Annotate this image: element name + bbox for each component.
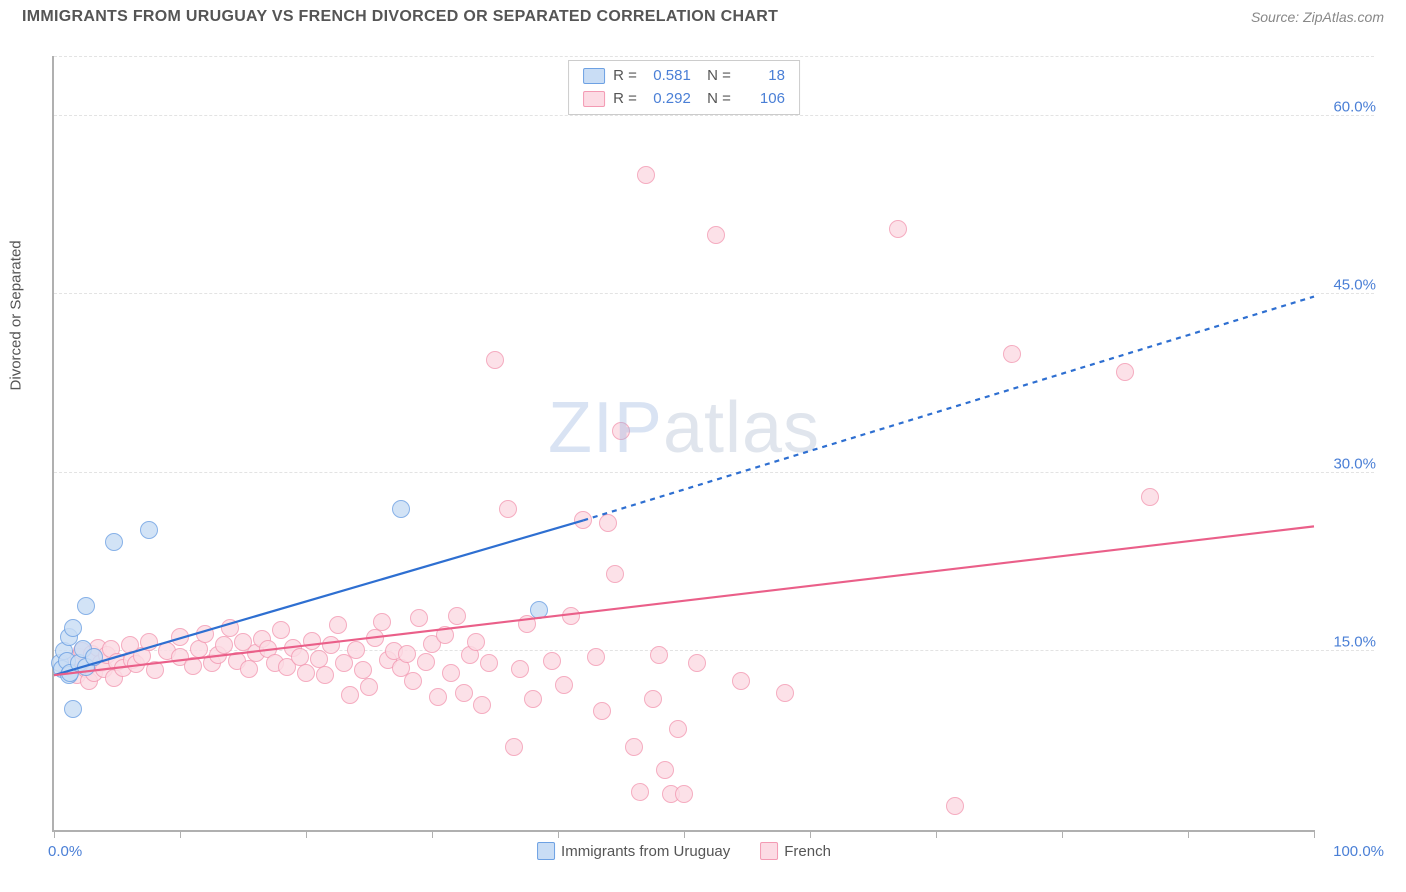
chart-container: Divorced or Separated R = 0.581 N = 18 R… [22, 40, 1384, 874]
x-tick [1062, 830, 1063, 838]
y-tick-label: 30.0% [1333, 455, 1376, 472]
plot-area: R = 0.581 N = 18 R = 0.292 N = 106 ZIPat… [52, 56, 1314, 832]
correlation-legend: R = 0.581 N = 18 R = 0.292 N = 106 [568, 60, 800, 115]
trend-lines [54, 56, 1314, 830]
legend-item-french: French [760, 842, 831, 860]
swatch-uruguay-icon [583, 68, 605, 84]
x-tick [558, 830, 559, 838]
trend-line [583, 297, 1314, 521]
swatch-french-icon [583, 91, 605, 107]
legend-label-french: French [784, 843, 831, 860]
y-tick-label: 45.0% [1333, 277, 1376, 294]
x-axis-max-label: 100.0% [1333, 843, 1384, 860]
x-tick [1188, 830, 1189, 838]
n-value-uruguay: 18 [739, 65, 785, 88]
r-label: R = [613, 88, 637, 111]
x-tick [1314, 830, 1315, 838]
x-axis-legend: Immigrants from Uruguay French [537, 842, 831, 860]
legend-row-uruguay: R = 0.581 N = 18 [583, 65, 785, 88]
legend-label-uruguay: Immigrants from Uruguay [561, 843, 730, 860]
r-label: R = [613, 65, 637, 88]
source-attribution: Source: ZipAtlas.com [1251, 9, 1384, 25]
swatch-french-icon [760, 842, 778, 860]
legend-item-uruguay: Immigrants from Uruguay [537, 842, 730, 860]
x-tick [936, 830, 937, 838]
y-tick-label: 15.0% [1333, 634, 1376, 651]
r-value-uruguay: 0.581 [645, 65, 691, 88]
swatch-uruguay-icon [537, 842, 555, 860]
x-axis-min-label: 0.0% [48, 843, 82, 860]
trend-line [54, 520, 583, 675]
n-label: N = [699, 65, 731, 88]
legend-row-french: R = 0.292 N = 106 [583, 88, 785, 111]
y-axis-label: Divorced or Separated [8, 240, 25, 390]
r-value-french: 0.292 [645, 88, 691, 111]
trend-line [54, 526, 1314, 675]
x-tick [180, 830, 181, 838]
x-tick [306, 830, 307, 838]
x-tick [432, 830, 433, 838]
y-tick-label: 60.0% [1333, 98, 1376, 115]
x-tick [54, 830, 55, 838]
chart-title: IMMIGRANTS FROM URUGUAY VS FRENCH DIVORC… [22, 8, 778, 26]
x-tick [684, 830, 685, 838]
n-value-french: 106 [739, 88, 785, 111]
n-label: N = [699, 88, 731, 111]
x-tick [810, 830, 811, 838]
